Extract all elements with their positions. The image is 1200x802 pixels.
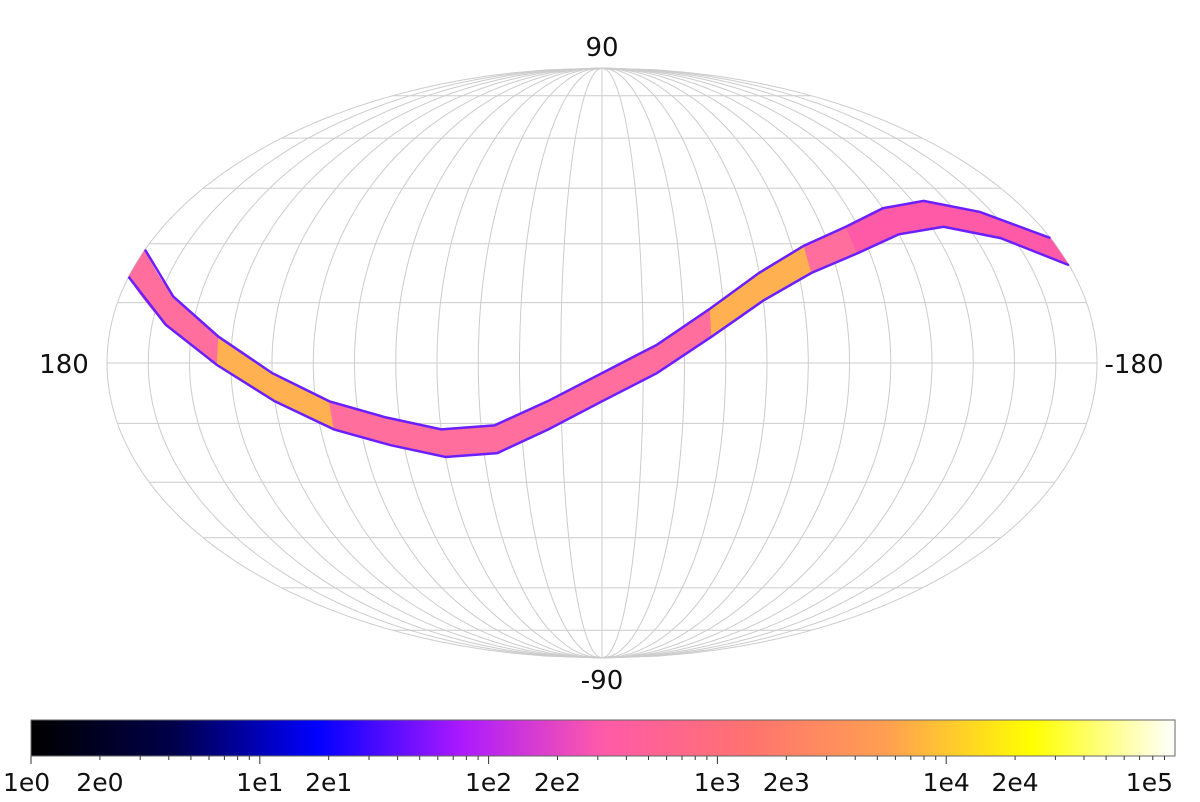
colorbar — [30, 719, 1176, 757]
band-cell — [560, 390, 569, 423]
band-cell — [608, 365, 617, 399]
graticule-grid — [106, 67, 1098, 659]
colorbar-tick-label: 1e1 — [236, 768, 283, 797]
band-cell — [540, 400, 549, 433]
band-cell — [587, 376, 596, 409]
colorbar-tick-label: 2e2 — [534, 768, 581, 797]
colorbar-tick-label: 1e3 — [694, 768, 741, 797]
band-cell — [601, 369, 610, 402]
data-band — [127, 199, 1070, 459]
band-cell — [615, 362, 623, 395]
band-cell — [635, 351, 644, 385]
colorbar-tick-label: 2e1 — [305, 768, 352, 797]
colorbar-ticks: 1e0 2e0 1e1 2e1 1e2 2e2 1e3 2e3 1e4 2e4 1e5 — [3, 756, 1173, 797]
band-cell — [594, 372, 603, 406]
label-left: 180 — [39, 350, 89, 380]
band-cell — [553, 393, 562, 427]
band-cell — [622, 358, 630, 392]
band-cell — [574, 383, 583, 416]
colorbar-tick-label: 2e4 — [991, 768, 1038, 797]
band-cell — [642, 347, 651, 381]
colorbar-tick-label: 2e0 — [76, 768, 123, 797]
band-edge — [127, 225, 1070, 459]
band-cell — [547, 397, 556, 430]
colorbar-tick-label: 1e2 — [465, 768, 512, 797]
band-cell — [581, 379, 589, 413]
label-right: -180 — [1104, 350, 1163, 380]
band-edge — [143, 199, 1051, 431]
band-cell — [567, 386, 576, 420]
band-cell — [629, 354, 637, 388]
colorbar-tick-label: 1e5 — [1126, 768, 1173, 797]
colorbar-tick-label: 1e4 — [923, 768, 970, 797]
label-top: 90 — [585, 33, 618, 63]
colorbar-tick-label: 1e0 — [3, 768, 50, 797]
colorbar-tick-label: 2e3 — [763, 768, 810, 797]
band-cell — [649, 344, 658, 378]
label-bottom: -90 — [581, 666, 623, 696]
